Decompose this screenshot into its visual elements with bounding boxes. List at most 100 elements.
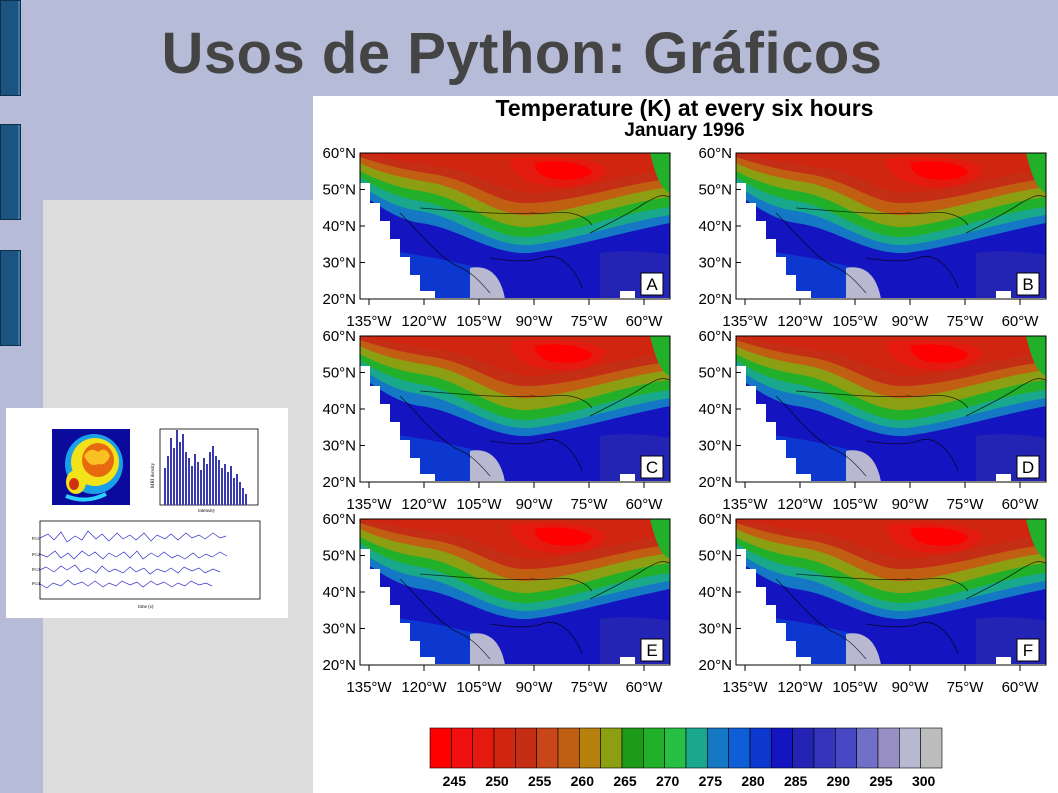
lon-tick-label: 135°W	[722, 679, 768, 696]
colorbar-swatch	[429, 727, 452, 769]
colorbar-swatch	[536, 727, 559, 769]
panel-letter-box	[640, 272, 664, 296]
figure-subtitle: January 1996	[624, 120, 745, 141]
map-panel-f: F 60°N 50°N 40°N 30°N 20°N 135°W 120°W 105°W 90°W…	[698, 511, 1046, 696]
colorbar-label: 260	[571, 773, 595, 789]
colorbar-label: 245	[443, 773, 467, 789]
panel-letter: B	[1022, 275, 1033, 294]
lon-tick-label: 90°W	[516, 496, 554, 513]
lon-tick-label: 105°W	[456, 313, 502, 330]
eeg-channel-2: PG2	[32, 552, 40, 557]
lat-tick-label: 30°N	[322, 438, 356, 455]
mri-head-image	[52, 429, 130, 505]
lat-tick-label: 40°N	[698, 584, 732, 601]
lon-tick-label: 60°W	[1002, 679, 1040, 696]
colorbar-label: 265	[613, 773, 637, 789]
lon-tick-label: 120°W	[777, 313, 823, 330]
lon-tick-label: 120°W	[401, 313, 447, 330]
colorbar-swatch	[856, 727, 879, 769]
lon-tick-label: 60°W	[626, 679, 664, 696]
panel-letter-box	[1016, 272, 1040, 296]
lon-tick-label: 135°W	[722, 496, 768, 513]
lon-tick-label: 90°W	[892, 679, 930, 696]
map-panel-d: D 60°N 50°N 40°N 30°N 20°N 135°W 120°W 105°W 90°W…	[698, 328, 1046, 513]
slide-tab-3	[0, 250, 21, 346]
lon-tick-label: 135°W	[722, 313, 768, 330]
lon-tick-label: 105°W	[832, 496, 878, 513]
lat-tick-label: 20°N	[698, 474, 732, 491]
lon-tick-label: 90°W	[516, 679, 554, 696]
colorbar-swatch	[920, 727, 943, 769]
slide-tab-2	[0, 124, 21, 220]
lon-tick-label: 105°W	[832, 679, 878, 696]
lon-tick-label: 135°W	[346, 679, 392, 696]
lat-tick-label: 60°N	[322, 145, 356, 162]
temperature-figure: Temperature (K) at every six hours Janua…	[313, 96, 1058, 793]
colorbar: 245 250 255 260 265 270 275 280 285 290 295 300	[429, 727, 943, 789]
lat-tick-label: 60°N	[698, 328, 732, 345]
lat-tick-label: 20°N	[698, 657, 732, 674]
colorbar-label: 300	[912, 773, 936, 789]
map-panel-e: E 60°N 50°N 40°N 30°N 20°N 135°W 120°W 105°W 90°W…	[322, 511, 670, 696]
colorbar-swatch	[749, 727, 772, 769]
lon-tick-label: 75°W	[947, 313, 985, 330]
lon-tick-label: 120°W	[777, 496, 823, 513]
lon-tick-label: 60°W	[626, 313, 664, 330]
lat-tick-label: 60°N	[698, 511, 732, 528]
colorbar-label: 290	[827, 773, 851, 789]
lon-tick-label: 60°W	[1002, 313, 1040, 330]
lat-tick-label: 20°N	[322, 657, 356, 674]
lon-tick-label: 135°W	[346, 496, 392, 513]
lat-tick-label: 40°N	[322, 401, 356, 418]
colorbar-swatch	[685, 727, 708, 769]
lon-tick-label: 90°W	[892, 496, 930, 513]
panel-letter: E	[646, 641, 657, 660]
eeg-channel-3: PG3	[32, 567, 41, 572]
lon-tick-label: 105°W	[456, 679, 502, 696]
eeg-channel-1: PG1	[32, 536, 40, 541]
colorbar-label: 255	[528, 773, 552, 789]
lat-tick-label: 40°N	[698, 401, 732, 418]
colorbar-swatch	[771, 727, 793, 769]
colorbar-swatch	[707, 727, 729, 769]
colorbar-swatch	[728, 727, 751, 769]
lon-tick-label: 60°W	[626, 496, 664, 513]
lat-tick-label: 50°N	[322, 548, 356, 565]
map-panel-c: C 60°N 50°N 40°N 30°N 20°N 135°W 120°W 105°W 90°W…	[322, 328, 670, 513]
colorbar-label: 280	[741, 773, 765, 789]
lat-tick-label: 50°N	[698, 182, 732, 199]
colorbar-swatch	[451, 727, 473, 769]
panel-letter-box	[640, 638, 664, 662]
lon-tick-label: 90°W	[516, 313, 554, 330]
colorbar-label: 270	[656, 773, 680, 789]
lat-tick-label: 30°N	[698, 621, 732, 638]
lon-tick-label: 75°W	[947, 679, 985, 696]
colorbar-swatch	[557, 727, 580, 769]
colorbar-swatch	[664, 727, 687, 769]
lat-tick-label: 60°N	[322, 511, 356, 528]
lon-tick-label: 120°W	[401, 679, 447, 696]
slide-tab-1	[0, 0, 21, 96]
eeg-xlabel: time (s)	[138, 605, 154, 610]
colorbar-swatch	[493, 727, 516, 769]
lat-tick-label: 50°N	[322, 365, 356, 382]
slide-title: Usos de Python: Gráficos	[161, 21, 883, 86]
panel-letter: C	[646, 458, 658, 477]
histogram-ylabel: MRI density	[151, 462, 156, 488]
lon-tick-label: 75°W	[571, 496, 609, 513]
lon-tick-label: 75°W	[571, 313, 609, 330]
panel-letter: A	[646, 275, 658, 294]
colorbar-swatch	[600, 727, 623, 769]
lat-tick-label: 60°N	[698, 145, 732, 162]
lon-tick-label: 120°W	[777, 679, 823, 696]
lon-tick-label: 120°W	[401, 496, 447, 513]
figure-title: Temperature (K) at every six hours	[495, 96, 874, 121]
lat-tick-label: 30°N	[322, 255, 356, 272]
lat-tick-label: 20°N	[322, 474, 356, 491]
colorbar-swatch	[877, 727, 900, 769]
lat-tick-label: 40°N	[322, 584, 356, 601]
lon-tick-label: 105°W	[832, 313, 878, 330]
lat-tick-label: 50°N	[322, 182, 356, 199]
lat-tick-label: 50°N	[698, 548, 732, 565]
lat-tick-label: 20°N	[698, 291, 732, 308]
